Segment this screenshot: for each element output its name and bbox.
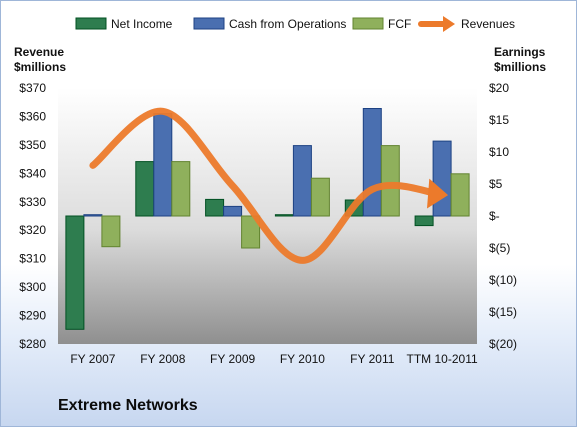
legend-arrow-revenues [443, 16, 455, 32]
left-tick-label: $330 [19, 195, 46, 209]
legend-label-cash-from-operations: Cash from Operations [229, 17, 346, 31]
left-tick-label: $320 [19, 223, 46, 237]
left-tick-label: $340 [19, 166, 46, 180]
legend-swatch-cash-from-operations [193, 17, 225, 30]
left-axis-title-line2: $millions [14, 60, 66, 74]
x-tick-label: FY 2010 [280, 352, 325, 366]
left-axis-title-line1: Revenue [14, 45, 64, 59]
bar-cash-from-operations-5 [432, 140, 452, 217]
right-tick-label: $(10) [489, 273, 517, 287]
right-tick-label: $- [489, 209, 500, 223]
legend-label-revenues: Revenues [461, 17, 515, 31]
right-axis-title-line1: Earnings [494, 45, 546, 59]
right-tick-label: $(20) [489, 337, 517, 351]
left-tick-label: $280 [19, 337, 46, 351]
right-tick-label: $20 [489, 81, 509, 95]
bar-fcf-5 [450, 173, 470, 217]
x-tick-label: TTM 10-2011 [407, 352, 478, 366]
bar-net-income-0 [65, 215, 85, 330]
left-tick-label: $290 [19, 309, 46, 323]
x-tick-label: FY 2007 [70, 352, 115, 366]
legend-label-fcf: FCF [388, 17, 411, 31]
right-axis-title-line2: $millions [494, 60, 546, 74]
right-tick-label: $15 [489, 113, 509, 127]
bar-fcf-2 [241, 215, 261, 249]
legend-label-net-income: Net Income [111, 17, 173, 31]
company-title: Extreme Networks [58, 397, 198, 414]
legend-swatch-fcf [352, 17, 384, 30]
bar-fcf-0 [101, 215, 121, 248]
bar-net-income-2 [205, 198, 225, 217]
bar-fcf-4 [380, 145, 400, 217]
revenues-line-arrowhead [427, 178, 449, 209]
bar-fcf-1 [171, 161, 191, 217]
right-tick-label: $(5) [489, 241, 510, 255]
bar-net-income-1 [135, 161, 155, 217]
right-tick-label: $5 [489, 177, 503, 191]
x-tick-label: FY 2011 [350, 352, 395, 366]
left-tick-label: $350 [19, 138, 46, 152]
legend-swatch-net-income [75, 17, 107, 30]
bar-fcf-3 [310, 177, 330, 217]
x-tick-label: FY 2008 [140, 352, 185, 366]
bar-net-income-5 [414, 215, 434, 227]
bar-net-income-3 [274, 214, 294, 217]
plot-area [58, 88, 477, 344]
bar-cash-from-operations-2 [223, 205, 243, 217]
revenues-line [89, 107, 446, 264]
x-tick-label: FY 2009 [210, 352, 255, 366]
left-tick-label: $300 [19, 280, 46, 294]
bar-cash-from-operations-3 [292, 145, 312, 217]
left-tick-label: $370 [19, 81, 46, 95]
left-tick-label: $310 [19, 252, 46, 266]
bar-cash-from-operations-0 [83, 214, 103, 217]
left-tick-label: $360 [19, 109, 46, 123]
bar-cash-from-operations-4 [362, 108, 382, 217]
right-tick-label: $10 [489, 145, 509, 159]
right-tick-label: $(15) [489, 305, 517, 319]
bar-cash-from-operations-1 [153, 113, 173, 217]
